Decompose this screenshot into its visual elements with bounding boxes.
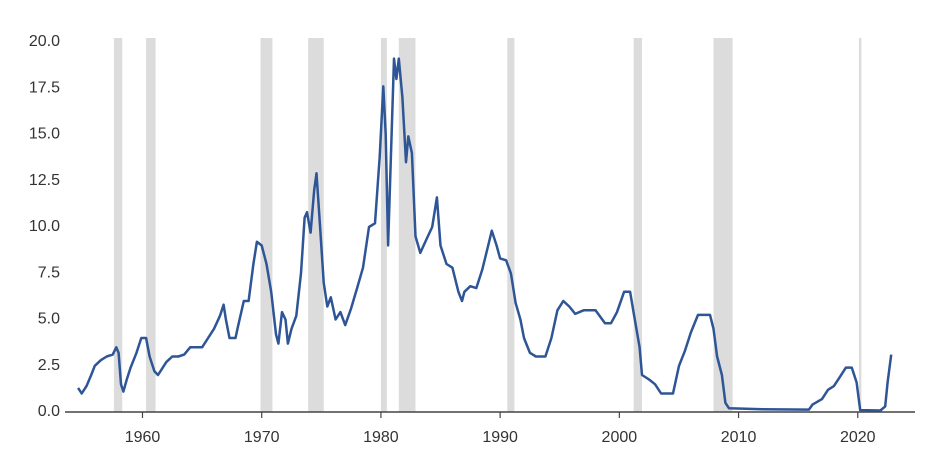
x-tick-label: 1970 xyxy=(244,429,280,446)
x-tick-label: 1980 xyxy=(363,429,399,446)
recession-band xyxy=(398,38,416,412)
recession-band xyxy=(146,38,156,412)
y-tick-label: 7.5 xyxy=(38,264,60,281)
recession-band xyxy=(713,38,733,412)
recession-band xyxy=(633,38,642,412)
x-tick-label: 2020 xyxy=(840,429,876,446)
y-tick-label: 10.0 xyxy=(29,218,60,235)
x-tick-label: 2000 xyxy=(602,429,638,446)
recession-band xyxy=(858,38,862,412)
x-tick-label: 1990 xyxy=(482,429,518,446)
recession-band xyxy=(113,38,123,412)
y-tick-label: 12.5 xyxy=(29,172,60,189)
recession-band xyxy=(260,38,273,412)
y-tick-label: 15.0 xyxy=(29,126,60,143)
y-tick-label: 5.0 xyxy=(38,311,60,328)
x-tick-label: 2010 xyxy=(721,429,757,446)
y-tick-label: 2.5 xyxy=(38,357,60,374)
recession-band xyxy=(308,38,324,412)
recession-band xyxy=(507,38,515,412)
y-tick-label: 20.0 xyxy=(29,33,60,50)
y-tick-label: 17.5 xyxy=(29,79,60,96)
recession-band xyxy=(380,38,387,412)
y-tick-label: 0.0 xyxy=(38,403,60,420)
rate-line xyxy=(77,57,893,412)
x-tick-label: 1960 xyxy=(125,429,161,446)
